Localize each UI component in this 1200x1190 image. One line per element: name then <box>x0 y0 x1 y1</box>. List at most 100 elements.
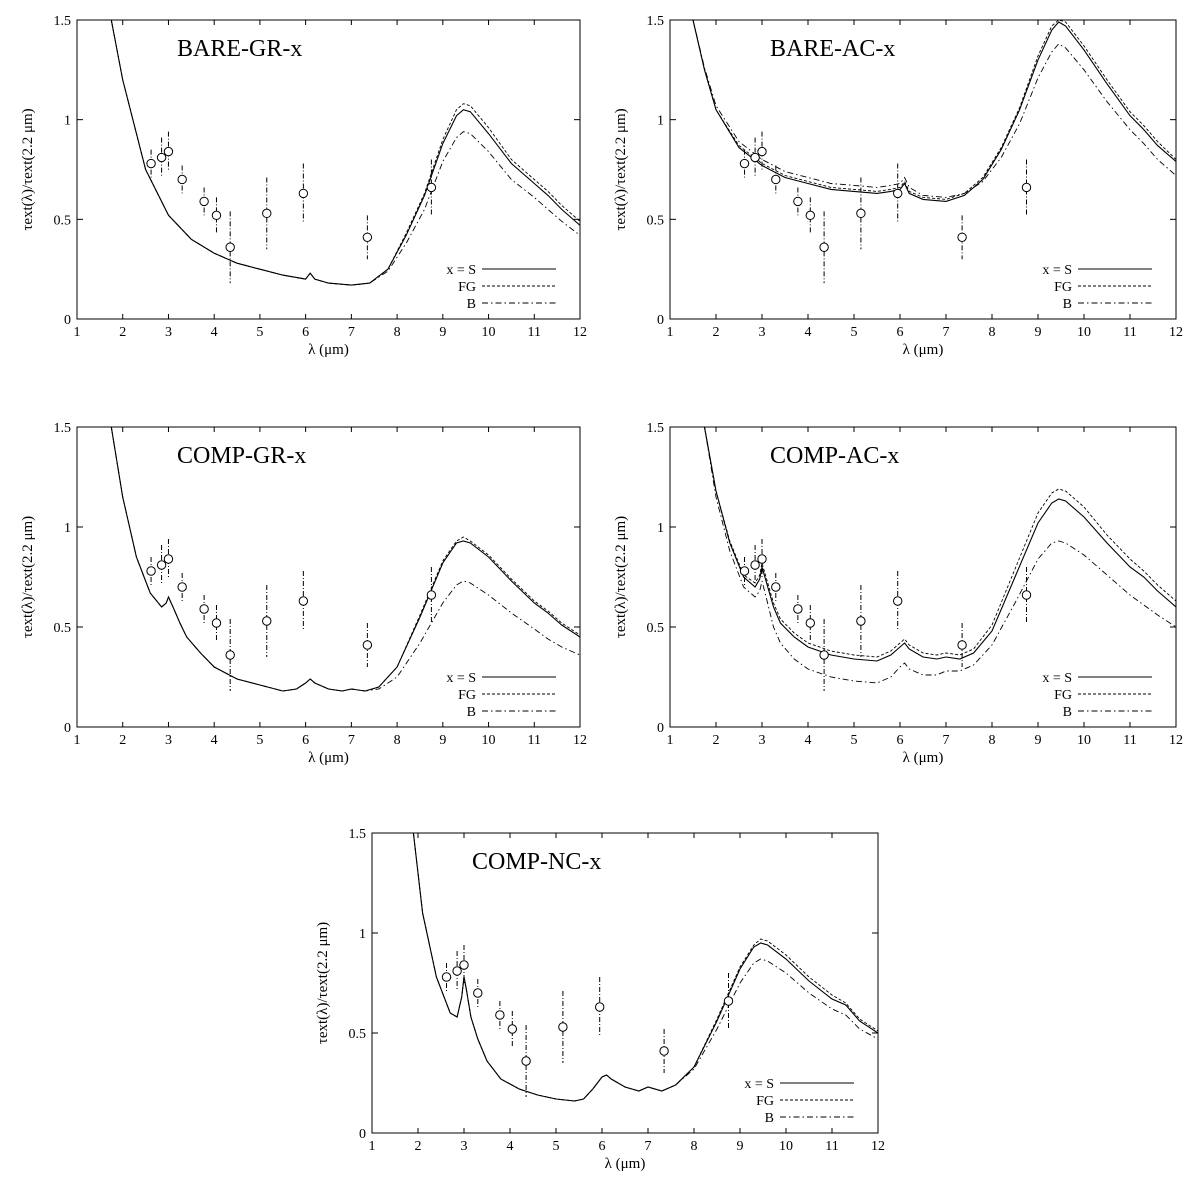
panel-title: BARE-AC-x <box>770 36 895 62</box>
x-tick-label: 9 <box>1035 733 1042 748</box>
y-tick-label: 0 <box>64 721 71 736</box>
data-point <box>146 566 156 576</box>
x-tick-label: 6 <box>599 1139 606 1154</box>
data-point <box>757 554 767 564</box>
x-tick-label: 1 <box>667 325 674 340</box>
x-tick-label: 12 <box>1169 325 1183 340</box>
legend-label: B <box>1063 705 1072 720</box>
legend-label: B <box>467 297 476 312</box>
x-tick-label: 2 <box>119 325 126 340</box>
y-axis-label: τext(λ)/τext(2.2 μm) <box>315 922 331 1044</box>
panel-title: COMP-GR-x <box>177 443 306 469</box>
observations <box>146 131 437 284</box>
x-tick-label: 7 <box>645 1139 652 1154</box>
y-tick-label: 1 <box>359 927 366 942</box>
data-point <box>793 196 803 207</box>
y-axis-label: τext(λ)/τext(2.2 μm) <box>613 516 629 638</box>
data-point <box>177 582 187 592</box>
x-axis-label: λ (μm) <box>903 342 944 358</box>
x-tick-label: 6 <box>302 325 309 340</box>
observations <box>146 539 437 691</box>
data-point <box>262 616 272 626</box>
model-curves <box>692 20 1176 202</box>
x-tick-label: 11 <box>825 1139 838 1154</box>
x-tick-label: 3 <box>461 1139 468 1154</box>
y-tick-label: 1.5 <box>54 14 72 29</box>
legend: x = S FG B <box>1042 263 1152 312</box>
data-point <box>805 618 815 628</box>
legend-label: FG <box>1054 688 1072 703</box>
x-tick-label: 3 <box>165 325 172 340</box>
x-tick-label: 2 <box>713 325 720 340</box>
x-tick-label: 10 <box>1077 733 1091 748</box>
data-point <box>819 650 829 660</box>
data-point <box>771 582 781 592</box>
x-axis-label: λ (μm) <box>605 1156 646 1172</box>
x-tick-label: 9 <box>1035 325 1042 340</box>
legend: x = S FG B <box>1042 671 1152 720</box>
x-tick-label: 11 <box>1123 325 1136 340</box>
x-tick-label: 5 <box>256 733 263 748</box>
data-point <box>211 210 222 221</box>
data-point <box>595 1002 605 1012</box>
x-tick-label: 1 <box>667 733 674 748</box>
data-point <box>893 596 903 606</box>
data-point <box>298 188 309 199</box>
plot-frame <box>76 426 581 728</box>
data-point <box>156 560 167 570</box>
data-point <box>750 152 760 163</box>
data-point <box>452 966 462 976</box>
y-tick-label: 1 <box>657 521 664 536</box>
x-tick-label: 8 <box>394 325 401 340</box>
y-tick-label: 1.5 <box>54 421 72 436</box>
x-axis-label: λ (μm) <box>903 750 944 766</box>
series-line-dashed <box>704 427 1176 658</box>
x-tick-label: 6 <box>897 733 904 748</box>
data-point <box>156 152 167 163</box>
plot-frame <box>76 19 581 320</box>
panel-title: BARE-GR-x <box>177 36 302 62</box>
data-point <box>163 554 174 564</box>
data-point <box>459 960 469 970</box>
legend-label: x = S <box>446 671 476 686</box>
data-point <box>771 174 781 185</box>
y-tick-label: 0.5 <box>349 1027 367 1042</box>
y-tick-label: 0 <box>359 1127 366 1142</box>
series-line-dashdot <box>692 20 1176 198</box>
data-point <box>362 640 373 650</box>
panel-title: COMP-AC-x <box>770 443 899 469</box>
legend: x = S FG B <box>446 671 556 720</box>
x-tick-label: 9 <box>439 325 446 340</box>
x-tick-label: 7 <box>348 733 355 748</box>
y-tick-label: 0 <box>64 313 71 328</box>
x-tick-label: 11 <box>1123 733 1136 748</box>
x-tick-label: 5 <box>851 733 858 748</box>
y-tick-label: 1 <box>657 114 664 129</box>
data-point <box>659 1046 669 1056</box>
observations <box>739 539 1032 691</box>
legend: x = S FG B <box>744 1077 854 1126</box>
data-point <box>793 604 803 614</box>
x-tick-label: 12 <box>573 325 587 340</box>
x-tick-label: 5 <box>256 325 263 340</box>
legend-label: B <box>467 705 476 720</box>
legend-label: x = S <box>1042 671 1072 686</box>
y-tick-label: 1 <box>64 521 71 536</box>
y-tick-label: 1 <box>64 114 71 129</box>
x-tick-label: 4 <box>507 1139 514 1154</box>
x-tick-label: 11 <box>528 733 541 748</box>
plot-frame <box>669 426 1177 728</box>
legend-label: x = S <box>744 1077 774 1092</box>
data-point <box>177 174 187 185</box>
data-point <box>262 208 272 219</box>
y-tick-label: 1.5 <box>647 14 665 29</box>
data-point <box>426 590 437 600</box>
series-line-dashed <box>692 20 1176 200</box>
x-tick-label: 10 <box>779 1139 793 1154</box>
x-tick-label: 7 <box>943 325 950 340</box>
x-tick-label: 8 <box>989 733 996 748</box>
